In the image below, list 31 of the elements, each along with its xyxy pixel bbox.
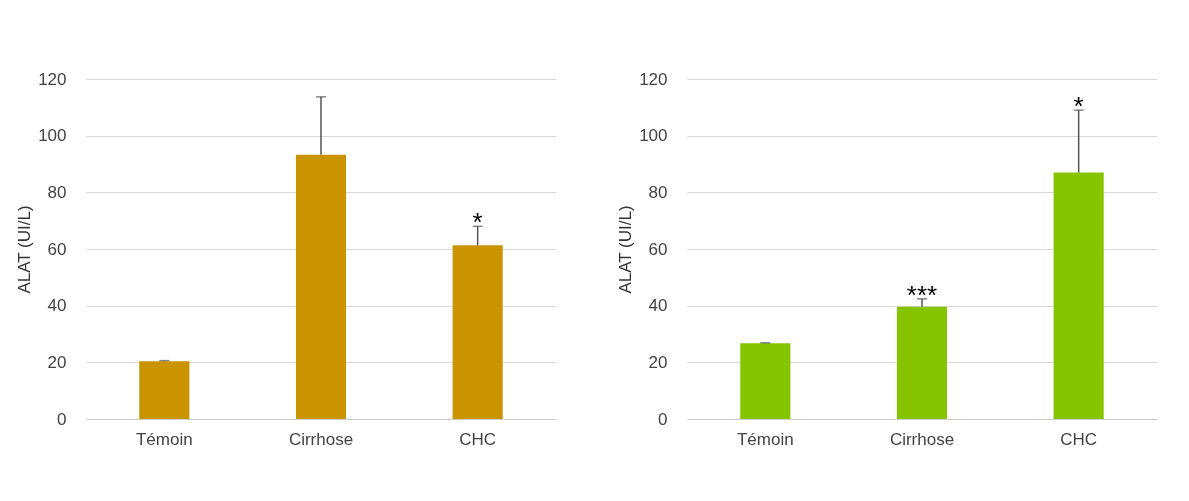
y-tick-label: 120	[38, 69, 67, 89]
bar	[740, 343, 791, 419]
annotation: ***	[906, 279, 938, 310]
y-tick-label: 60	[47, 239, 67, 259]
y-tick-label: 40	[648, 296, 668, 316]
x-tick-label: Cirrhose	[889, 429, 955, 449]
x-tick-label: Témoin	[736, 429, 794, 449]
x-tick-label: CHC	[1060, 429, 1098, 449]
y-tick-label: 60	[648, 239, 668, 259]
y-tick-label: 0	[57, 409, 67, 429]
y-tick-label: 80	[47, 182, 67, 202]
y-tick-label: 100	[38, 126, 67, 146]
annotation: *	[1073, 91, 1084, 122]
y-tick-label: 40	[47, 296, 67, 316]
bar	[896, 306, 948, 419]
y-tick-label: 20	[47, 352, 67, 372]
y-tick-label: 20	[648, 352, 668, 372]
annotation: *	[472, 207, 483, 238]
y-axis-title: ALAT (UI/L)	[15, 205, 35, 294]
bar	[295, 154, 347, 419]
bar	[1053, 172, 1104, 419]
bar	[452, 245, 503, 419]
y-tick-label: 0	[658, 409, 668, 429]
y-tick-label: 120	[639, 69, 668, 89]
x-tick-label: Témoin	[135, 429, 193, 449]
y-tick-label: 100	[639, 126, 668, 146]
y-axis-title: ALAT (UI/L)	[616, 205, 636, 294]
x-tick-label: Cirrhose	[288, 429, 354, 449]
bar	[139, 361, 190, 419]
x-tick-label: CHC	[459, 429, 497, 449]
y-tick-label: 80	[648, 182, 668, 202]
